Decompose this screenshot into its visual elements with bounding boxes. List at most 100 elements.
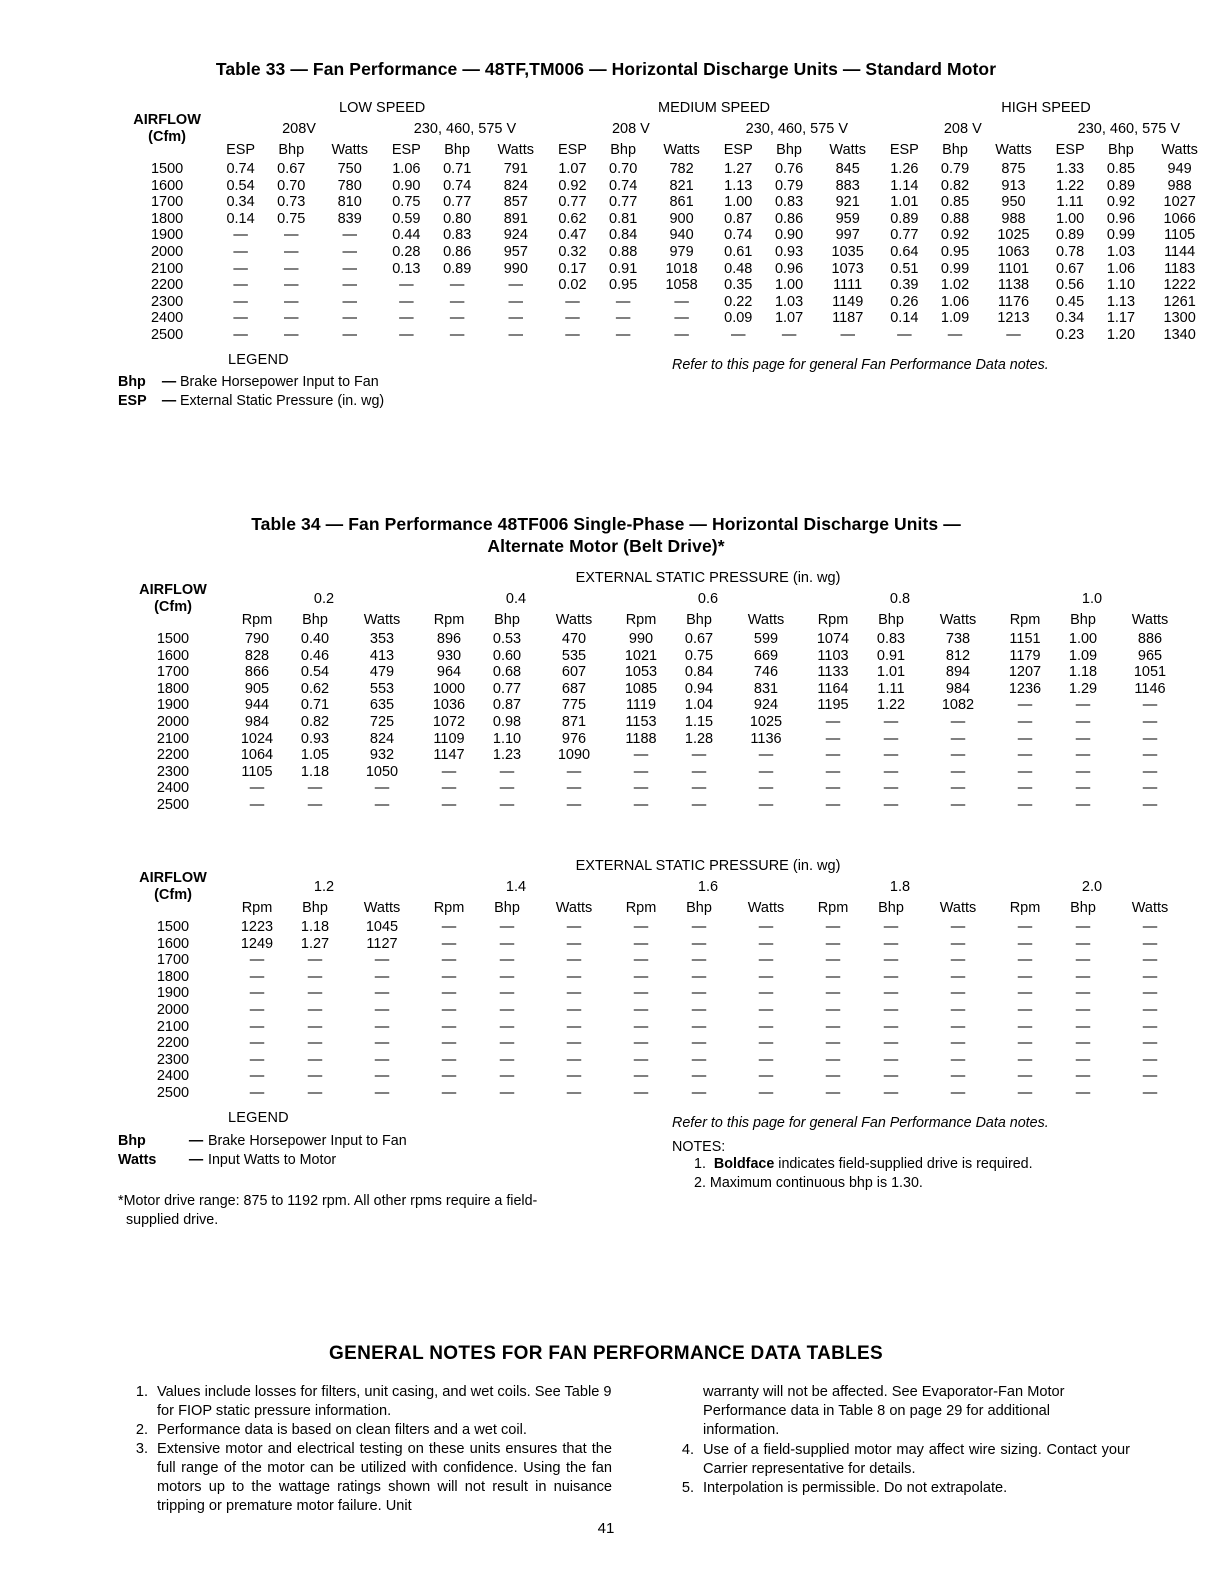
table-cell: 1236 — [1008, 680, 1042, 697]
table-cell: 1.09 — [1068, 647, 1098, 664]
table-cell: 1.00 — [1068, 631, 1098, 647]
table-cell: — — [758, 985, 774, 1002]
t34a-colhdr-2-bhp: Bhp — [686, 612, 712, 628]
legend-term-bhp-34: Bhp — [118, 1133, 146, 1149]
table-cell: 1151 — [1009, 631, 1041, 647]
table-cell: 949 — [1167, 161, 1192, 177]
table-cell: — — [508, 277, 524, 294]
table-cell: — — [374, 968, 390, 985]
table-cell: — — [883, 730, 899, 747]
table-cell: — — [441, 919, 457, 935]
table-row: 1700 0.34 0.73 810 0.75 0.77 857 0.77 0.77 861 1.0… — [118, 194, 1212, 211]
table-cell: 0.71 — [300, 697, 330, 714]
table-cell: — — [691, 919, 707, 935]
t34b-cfm-2100: 2100 — [156, 1018, 190, 1035]
t34b-colhdr-0-rpm: Rpm — [241, 900, 273, 916]
table-33-voltage-4: 208 V — [943, 121, 982, 137]
table-cell: 1025 — [997, 227, 1030, 244]
table-cell: — — [758, 1068, 774, 1085]
table-cell: — — [840, 326, 855, 343]
legend-entry-bhp-34: Bhp — Brake Horsepower Input to Fan — [118, 1132, 678, 1151]
t34a-colhdr-0-bhp: Bhp — [302, 612, 328, 628]
table-cell: 0.84 — [684, 664, 714, 681]
table-cell: — — [883, 763, 899, 780]
table-cell: — — [950, 747, 966, 764]
table-row: 1500 1223 1.18 1045 — — — — — — — — — — — — — [118, 919, 1188, 936]
table-cell: — — [1075, 763, 1091, 780]
table-33-voltage-0: 208V — [282, 121, 316, 137]
t34a-colhdr-4-bhp: Bhp — [1070, 612, 1096, 628]
table-cell: 0.60 — [492, 647, 522, 664]
table-cell: 0.91 — [609, 260, 638, 277]
table-cell: 984 — [244, 713, 270, 730]
table-cell: — — [374, 1035, 390, 1052]
table-cell: — — [449, 293, 465, 310]
table-cell: 1149 — [832, 293, 864, 310]
table-cell: — — [374, 1051, 390, 1068]
t33-cfm-2000: 2000 — [150, 243, 184, 260]
legend-dash-watts-34: — — [188, 1151, 204, 1168]
table-34a-esp-1: 0.4 — [505, 591, 527, 607]
table-cell: 0.85 — [1106, 161, 1136, 177]
table-cell: — — [825, 935, 841, 952]
table-cell: — — [947, 326, 963, 343]
table-33-voltage-2: 208 V — [611, 121, 650, 137]
airflow-label-line2: (Cfm) — [148, 129, 187, 145]
t33-cfm-2500: 2500 — [150, 326, 184, 343]
table-cell: — — [691, 935, 707, 952]
t34a-cfm-2000: 2000 — [156, 713, 190, 730]
table-33-voltage-3: 230, 460, 575 V — [745, 121, 849, 137]
t33-cfm-2100: 2100 — [150, 260, 184, 277]
table-cell: — — [883, 1051, 899, 1068]
table-cell: — — [1017, 952, 1033, 969]
table-cell: — — [307, 1051, 323, 1068]
table-cell: 1223 — [240, 919, 274, 935]
table-cell: — — [691, 1084, 707, 1101]
table-cell: — — [883, 1001, 899, 1018]
table-cell: — — [307, 1068, 323, 1085]
table-cell: — — [758, 935, 774, 952]
table-cell: 607 — [561, 664, 587, 681]
table-row: 1500 0.74 0.67 750 1.06 0.71 791 1.07 0.70 782 1.2… — [118, 161, 1212, 178]
table-cell: 1090 — [557, 747, 591, 764]
table-cell: 1195 — [817, 697, 849, 714]
table-cell: 750 — [337, 161, 362, 177]
general-notes-left-column: 1. Values include losses for filters, un… — [122, 1383, 612, 1516]
table-cell: — — [307, 985, 323, 1002]
table-cell: 1119 — [625, 697, 657, 714]
table-row: 1800 905 0.62 553 1000 0.77 687 1085 0.94 831 1164… — [118, 681, 1188, 698]
table-cell: — — [883, 1018, 899, 1035]
t34a-cfm-2200: 2200 — [156, 747, 190, 764]
table-cell: — — [825, 713, 841, 730]
table-cell: 0.88 — [609, 243, 638, 260]
table-row: 1800 0.14 0.75 839 0.59 0.80 891 0.62 0.81 900 0.8… — [118, 211, 1212, 228]
table-cell: — — [897, 326, 912, 343]
table-cell: — — [825, 796, 841, 813]
t33-cfm-2400: 2400 — [150, 310, 184, 327]
table-cell: — — [1075, 780, 1091, 797]
table-cell: 857 — [503, 194, 528, 211]
table-cell: — — [374, 1084, 390, 1101]
general-note-4-text: Use of a field-supplied motor may affect… — [703, 1441, 1130, 1477]
table-row: 1800 — — — — — — — — — — — — — — — — [118, 969, 1188, 986]
table-cell: 0.87 — [492, 697, 522, 714]
table-cell: 1147 — [433, 747, 465, 764]
table-33: AIRFLOW (Cfm) LOW SPEED MEDIUM SPEED HIG… — [118, 97, 1212, 344]
table-cell: — — [633, 780, 649, 797]
table-34b-esp-3: 1.8 — [889, 879, 911, 895]
t34a-cfm-2100: 2100 — [156, 730, 190, 747]
table-cell: — — [691, 1068, 707, 1085]
table-cell: 535 — [561, 647, 587, 664]
table-34a-column-header-row: Rpm Bhp Watts Rpm Bhp Watts Rpm Bhp Watts Rpm Bhp W… — [118, 610, 1188, 631]
table-34b-esp-2: 1.6 — [697, 879, 719, 895]
table-cell: — — [1017, 1001, 1033, 1018]
table-cell: — — [1142, 919, 1158, 935]
table-cell: 0.56 — [1056, 277, 1085, 294]
table-cell: — — [883, 952, 899, 969]
table-cell: — — [342, 310, 357, 327]
table-34-notes-block: Refer to this page for general Fan Perfo… — [672, 1115, 1142, 1193]
table-cell: — — [1075, 1035, 1091, 1052]
table-cell: — — [249, 1035, 265, 1052]
legend-dash-esp: — — [161, 392, 177, 409]
table-cell: 479 — [369, 664, 395, 681]
